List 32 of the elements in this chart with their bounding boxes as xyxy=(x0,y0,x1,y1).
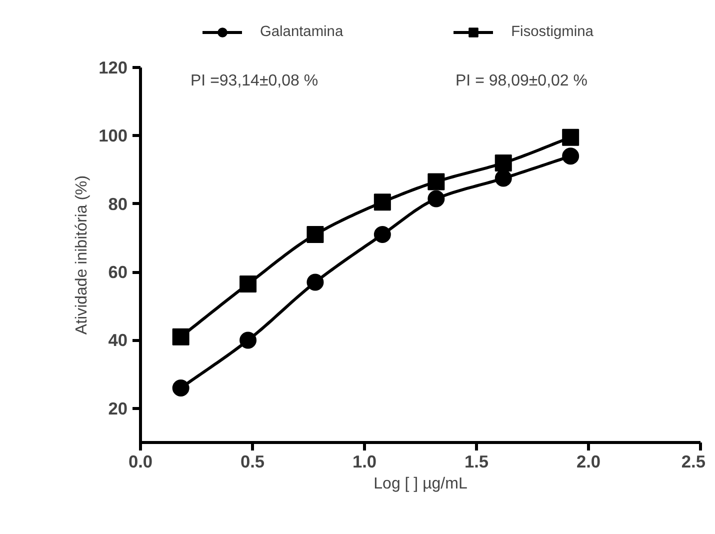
y-tick-label: 20 xyxy=(108,398,128,418)
x-tick-label: 0.5 xyxy=(240,452,265,472)
point xyxy=(494,154,512,172)
point xyxy=(172,328,190,346)
y-tick-label: 100 xyxy=(98,126,128,146)
point xyxy=(562,128,580,146)
point xyxy=(494,170,512,187)
y-tick-label: 80 xyxy=(108,194,128,214)
point xyxy=(374,194,391,211)
legend-label: Fisostigmina xyxy=(511,24,594,40)
x-tick-label: 0.0 xyxy=(128,452,153,472)
y-axis-title: Atividade inibitória (%) xyxy=(74,175,91,335)
y-tick-label: 60 xyxy=(108,262,128,282)
point xyxy=(240,275,257,292)
point xyxy=(306,226,324,244)
x-tick-label: 2.5 xyxy=(681,452,706,472)
annotation: PI =93,14±0,08 % xyxy=(190,72,318,90)
annotation: PI = 98,09±0,02 % xyxy=(456,72,588,90)
x-axis-title: Log [ ] µg/mL xyxy=(374,476,468,492)
y-tick-label: 40 xyxy=(108,330,128,350)
point xyxy=(172,379,190,396)
point xyxy=(562,148,580,165)
y-tick-label: 120 xyxy=(98,58,128,78)
x-tick-label: 1.0 xyxy=(352,452,377,472)
point xyxy=(374,226,391,244)
point xyxy=(428,173,445,190)
x-tick-label: 2.0 xyxy=(576,452,601,472)
point xyxy=(306,274,324,291)
point xyxy=(240,332,257,349)
x-tick-label: 1.5 xyxy=(464,452,489,472)
legend-label: Galantamina xyxy=(260,24,344,40)
point xyxy=(428,190,445,208)
